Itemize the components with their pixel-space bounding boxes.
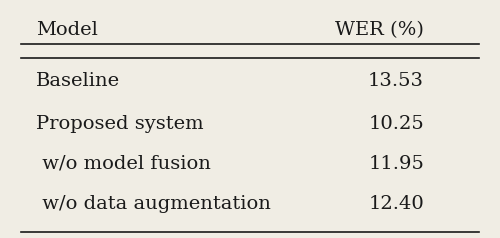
Text: 12.40: 12.40 [368, 195, 424, 213]
Text: Proposed system: Proposed system [36, 115, 204, 133]
Text: Model: Model [36, 21, 98, 39]
Text: w/o data augmentation: w/o data augmentation [36, 195, 271, 213]
Text: WER (%): WER (%) [335, 21, 424, 39]
Text: w/o model fusion: w/o model fusion [36, 155, 211, 173]
Text: 10.25: 10.25 [368, 115, 424, 133]
Text: 11.95: 11.95 [368, 155, 424, 173]
Text: Baseline: Baseline [36, 72, 120, 90]
Text: 13.53: 13.53 [368, 72, 424, 90]
